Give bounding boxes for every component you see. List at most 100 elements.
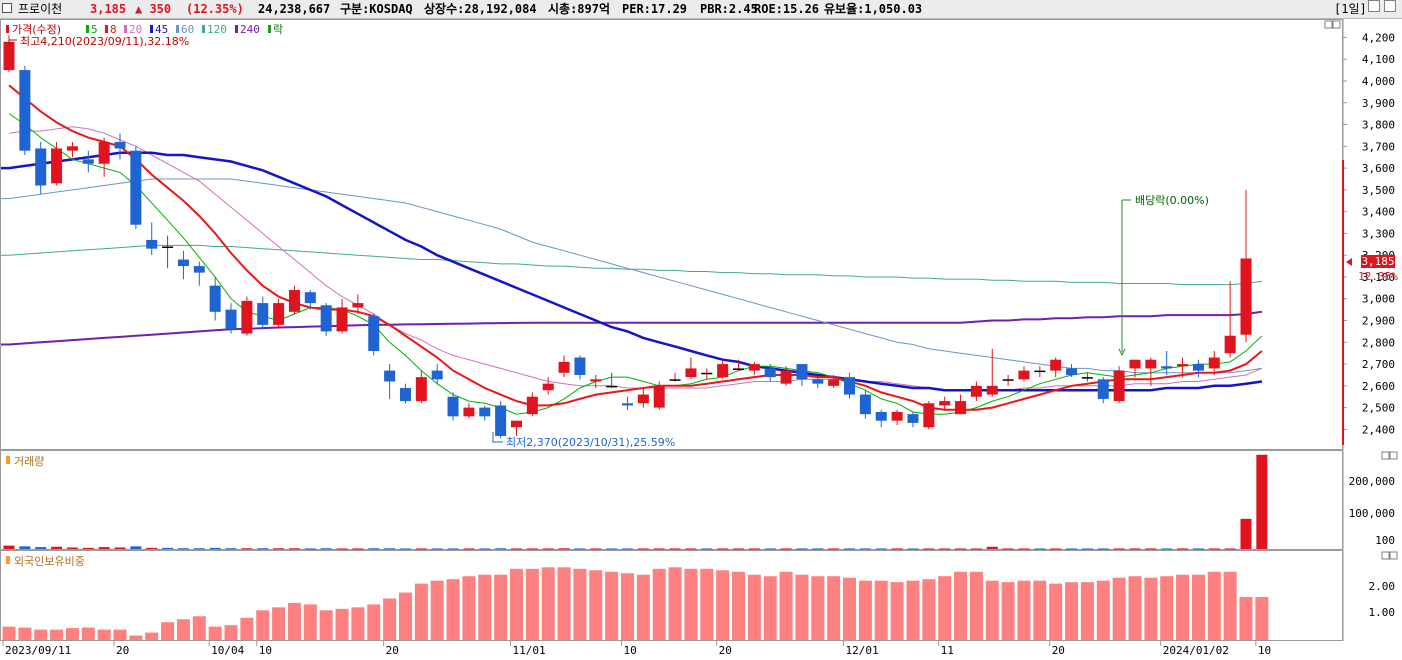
foreign-ratio-bar xyxy=(779,571,793,640)
foreign-ratio-bar xyxy=(414,583,428,640)
per-value: PER:17.29 xyxy=(622,2,688,16)
candle-body xyxy=(1129,359,1141,369)
volume-bar xyxy=(1081,548,1093,550)
restore-icon[interactable] xyxy=(1368,0,1380,12)
volume-bar xyxy=(701,548,713,550)
ma-legend-marker xyxy=(124,25,127,33)
candle-body xyxy=(479,407,491,417)
ma8-line xyxy=(8,84,1263,411)
foreign-ratio-bar xyxy=(208,626,222,640)
foreign-ratio-bar xyxy=(256,610,270,640)
foreign-ratio-bar xyxy=(192,616,206,640)
candle-body xyxy=(1066,368,1078,375)
volume-bar xyxy=(3,545,15,549)
price-change-pct: (12.35%) xyxy=(186,2,244,16)
x-axis-label: 10 xyxy=(624,644,637,657)
foreign-ratio-bar xyxy=(398,592,412,640)
candle-body xyxy=(257,303,269,325)
foreign-ratio-bar xyxy=(430,580,444,640)
candle-body xyxy=(986,385,998,395)
volume-bar xyxy=(1034,548,1046,550)
foreign-ratio-bar xyxy=(50,629,64,640)
foreign-ratio-bar xyxy=(922,579,936,640)
foreign-ratio-bar xyxy=(1001,582,1015,640)
candle-body xyxy=(526,396,538,415)
candle-body xyxy=(875,411,887,421)
candle-body xyxy=(146,239,158,249)
foreign-ratio-bar xyxy=(1112,577,1126,640)
low-annotation: 최저2,370(2023/10/31),25.59% xyxy=(506,436,675,449)
volume-bar xyxy=(1224,548,1236,550)
foreign-ratio-bar xyxy=(319,610,333,640)
volume-bar xyxy=(193,548,205,550)
candle-body xyxy=(1097,379,1109,399)
ma-legend-marker xyxy=(86,25,89,33)
foreign-ratio-bar xyxy=(240,617,254,640)
foreign-ratio-bar xyxy=(541,567,555,640)
candle-body xyxy=(336,307,348,332)
dividend-annotation: 배당락(0.00%) xyxy=(1135,194,1209,207)
foreign-ratio-bar xyxy=(969,571,983,640)
candle-body xyxy=(637,394,649,404)
price-value: 3,185 xyxy=(90,2,127,16)
foreign-panel-restore-icon[interactable] xyxy=(1381,551,1390,560)
stock-name[interactable]: 프로이천 xyxy=(18,2,63,16)
dividend-legend-label: 락 xyxy=(273,23,283,36)
foreign-ratio-bar xyxy=(18,627,32,640)
candle-body xyxy=(130,150,142,225)
candle-body xyxy=(1050,359,1062,371)
volume-bar xyxy=(891,548,903,550)
foreign-ratio-bar xyxy=(1191,574,1205,640)
price-panel-close-icon[interactable] xyxy=(1332,20,1341,29)
volume-bar xyxy=(685,548,697,550)
ma-legend-label: 45 xyxy=(155,23,168,36)
foreign-ratio-bar xyxy=(161,622,175,640)
candle-body xyxy=(368,316,380,352)
listed-shares: 상장수:28,192,084 xyxy=(424,2,537,16)
volume-bar xyxy=(796,548,808,550)
price-panel-restore-icon[interactable] xyxy=(1324,20,1333,29)
volume-bar xyxy=(463,548,475,550)
volume-panel-restore-icon[interactable] xyxy=(1381,451,1390,460)
ma-legend-label: 120 xyxy=(207,23,227,36)
ma-legend-label: 8 xyxy=(110,23,117,36)
candle-body xyxy=(717,364,729,378)
ma120-line xyxy=(1,244,1262,286)
candle-body xyxy=(177,259,189,267)
ma-legend-marker xyxy=(235,25,238,33)
foreign-ratio-bar xyxy=(462,576,476,640)
foreign-ratio-bar xyxy=(700,568,714,640)
foreign-ratio-bar xyxy=(1033,580,1047,640)
foreign-ratio-bar xyxy=(1239,596,1253,640)
foreign-ratio-bar xyxy=(129,635,143,640)
x-axis-label: 12/01 xyxy=(846,644,879,657)
foreign-ratio-bar xyxy=(446,579,460,640)
volume-tick-200k: 200,000 xyxy=(1349,475,1395,488)
candle-body xyxy=(1224,335,1236,354)
volume-bar xyxy=(574,548,586,550)
volume-panel-close-icon[interactable] xyxy=(1389,451,1398,460)
volume-bar xyxy=(1177,548,1189,550)
last-price-label: 3,185 xyxy=(1361,255,1394,268)
volume-bar xyxy=(780,548,792,550)
candle-body xyxy=(209,285,221,312)
ma-legend-marker xyxy=(105,25,108,33)
volume-bar xyxy=(1208,548,1220,550)
close-icon[interactable] xyxy=(1384,0,1396,12)
x-axis-label: 11/01 xyxy=(512,644,545,657)
volume-bar xyxy=(177,548,189,550)
foreign-ratio-bar xyxy=(668,567,682,640)
foreign-ratio-bar xyxy=(732,571,746,640)
foreign-ratio-bar xyxy=(1049,583,1063,640)
foreign-ratio-bar xyxy=(34,629,48,640)
volume-bar xyxy=(733,548,745,550)
foreign-ratio-bar xyxy=(843,577,857,640)
price-tick-label: 2,800 xyxy=(1362,336,1395,349)
volume-bar xyxy=(764,548,776,550)
ma-legend-label: 60 xyxy=(181,23,194,36)
candle-body xyxy=(796,364,808,380)
period-button[interactable]: [1일] xyxy=(1334,2,1367,16)
candle-body xyxy=(1145,359,1157,369)
ma-legend-marker xyxy=(202,25,205,33)
foreign-panel-close-icon[interactable] xyxy=(1389,551,1398,560)
